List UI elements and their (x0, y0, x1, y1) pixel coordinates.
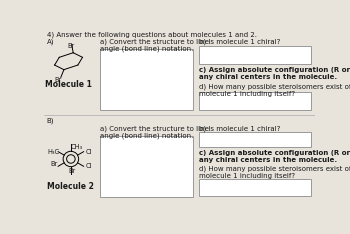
Text: d) How many possible steroisomers exist of
molecule 1 including itself?: d) How many possible steroisomers exist … (199, 84, 350, 97)
Bar (199, 46, 311, 64)
Text: H₃C: H₃C (47, 149, 60, 155)
Text: Br: Br (67, 44, 74, 49)
Text: Cl: Cl (85, 163, 92, 169)
Text: Cl: Cl (85, 149, 92, 155)
Text: c) Assign absolute configuration (R or S) for
any chiral centers in the molecule: c) Assign absolute configuration (R or S… (199, 67, 350, 80)
Text: 4) Answer the following questions about molecules 1 and 2.: 4) Answer the following questions about … (47, 31, 257, 38)
Text: d) How many possible steroisomers exist of
molecule 1 including itself?: d) How many possible steroisomers exist … (199, 165, 350, 179)
Bar (199, 132, 311, 147)
Text: CH₃: CH₃ (71, 144, 83, 150)
Text: A): A) (47, 38, 54, 45)
Text: c) Assign absolute configuration (R or S) for
any chiral centers in the molecule: c) Assign absolute configuration (R or S… (199, 150, 350, 163)
Text: Molecule 2: Molecule 2 (48, 182, 94, 191)
Bar (199, 179, 311, 196)
Text: Molecule 1: Molecule 1 (45, 80, 92, 89)
Text: a) Convert the structure to line
angle (bond line) notation.: a) Convert the structure to line angle (… (99, 38, 209, 52)
Text: b) Is molecule 1 chiral?: b) Is molecule 1 chiral? (199, 38, 280, 45)
Bar (99, 136, 193, 197)
Text: Br: Br (50, 161, 58, 167)
Text: Br: Br (69, 168, 76, 174)
Text: Br: Br (55, 77, 62, 83)
Text: b) Is molecule 1 chiral?: b) Is molecule 1 chiral? (199, 125, 280, 132)
Bar (99, 49, 193, 110)
Bar (199, 92, 311, 110)
Text: a) Convert the structure to line
angle (bond line) notation.: a) Convert the structure to line angle (… (99, 125, 209, 139)
Text: B): B) (47, 117, 54, 124)
